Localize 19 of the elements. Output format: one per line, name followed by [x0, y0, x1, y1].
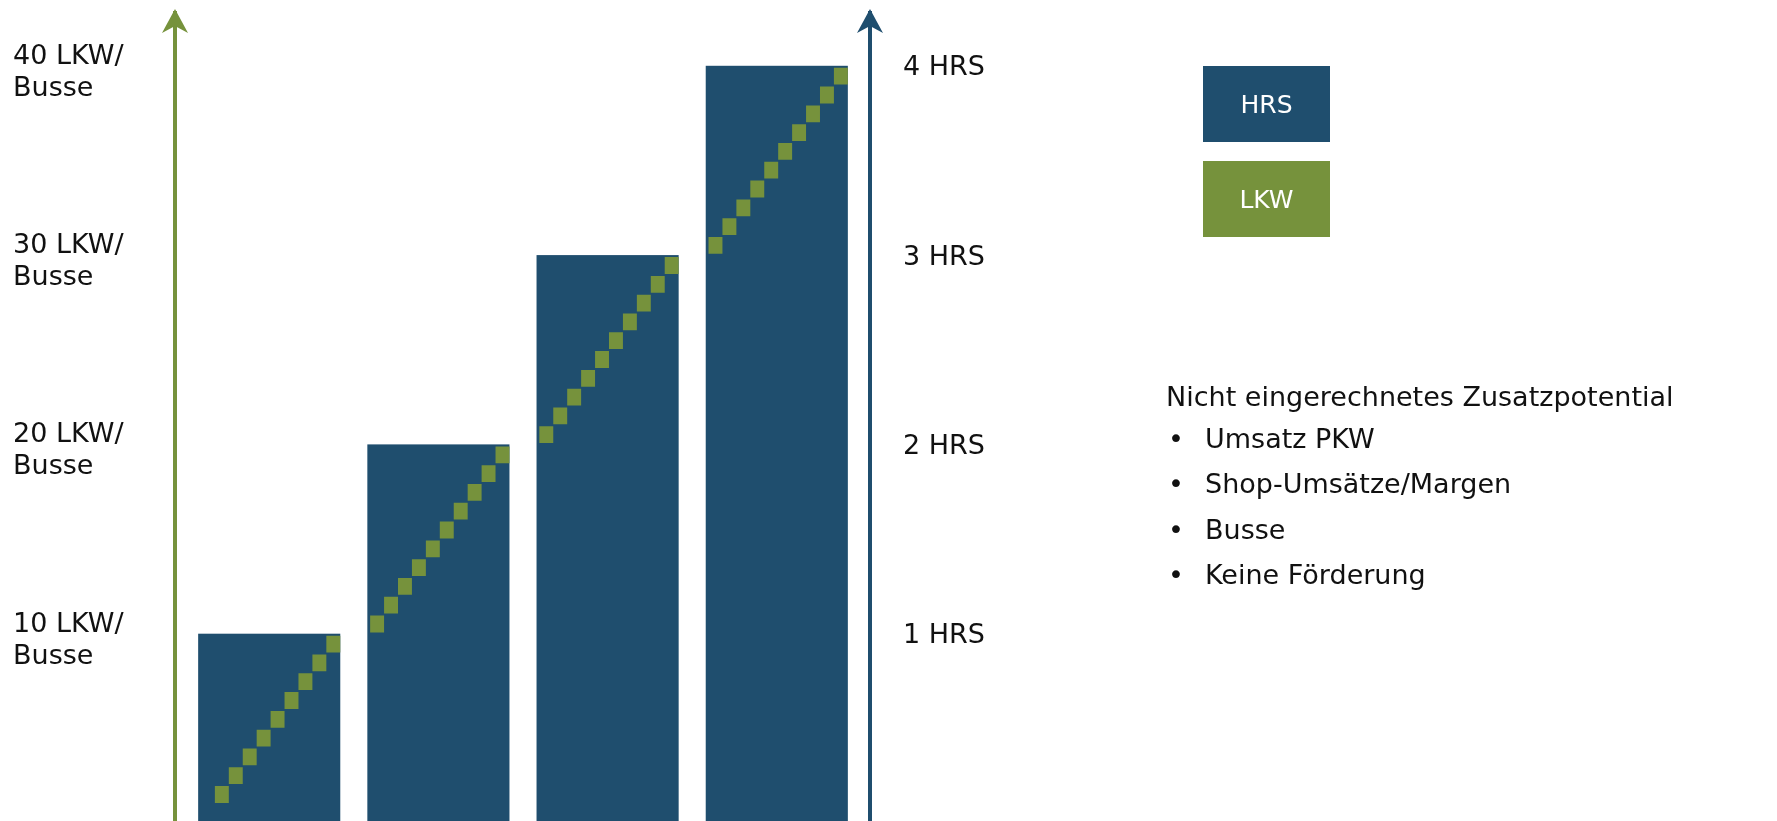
y2-tick-label: 3 HRS	[903, 239, 985, 271]
text: • Keine Förderung	[1168, 559, 1426, 591]
text: • Umsatz PKW	[1168, 422, 1375, 454]
y2-tick-label: 1 HRS	[903, 618, 985, 650]
bar	[536, 255, 679, 821]
text: • Busse	[1168, 513, 1286, 545]
y-tick-label: 30 LKW/ Busse	[13, 228, 125, 292]
bar	[705, 65, 848, 821]
bar	[198, 633, 341, 821]
y2-tick-label: 2 HRS	[903, 428, 985, 460]
text: HRS	[1240, 89, 1293, 119]
text: Nicht eingerechnetes Zusatzpotential	[1166, 381, 1674, 413]
bar	[367, 444, 510, 821]
y-tick-label: 10 LKW/ Busse	[13, 606, 125, 670]
y2-tick-label: 4 HRS	[903, 50, 985, 82]
y-tick-label: 20 LKW/ Busse	[13, 417, 125, 481]
text: • Shop-Umsätze/Margen	[1168, 468, 1512, 500]
label-box: LKW	[1203, 161, 1330, 237]
y-tick-label: 40 LKW/ Busse	[13, 38, 125, 102]
